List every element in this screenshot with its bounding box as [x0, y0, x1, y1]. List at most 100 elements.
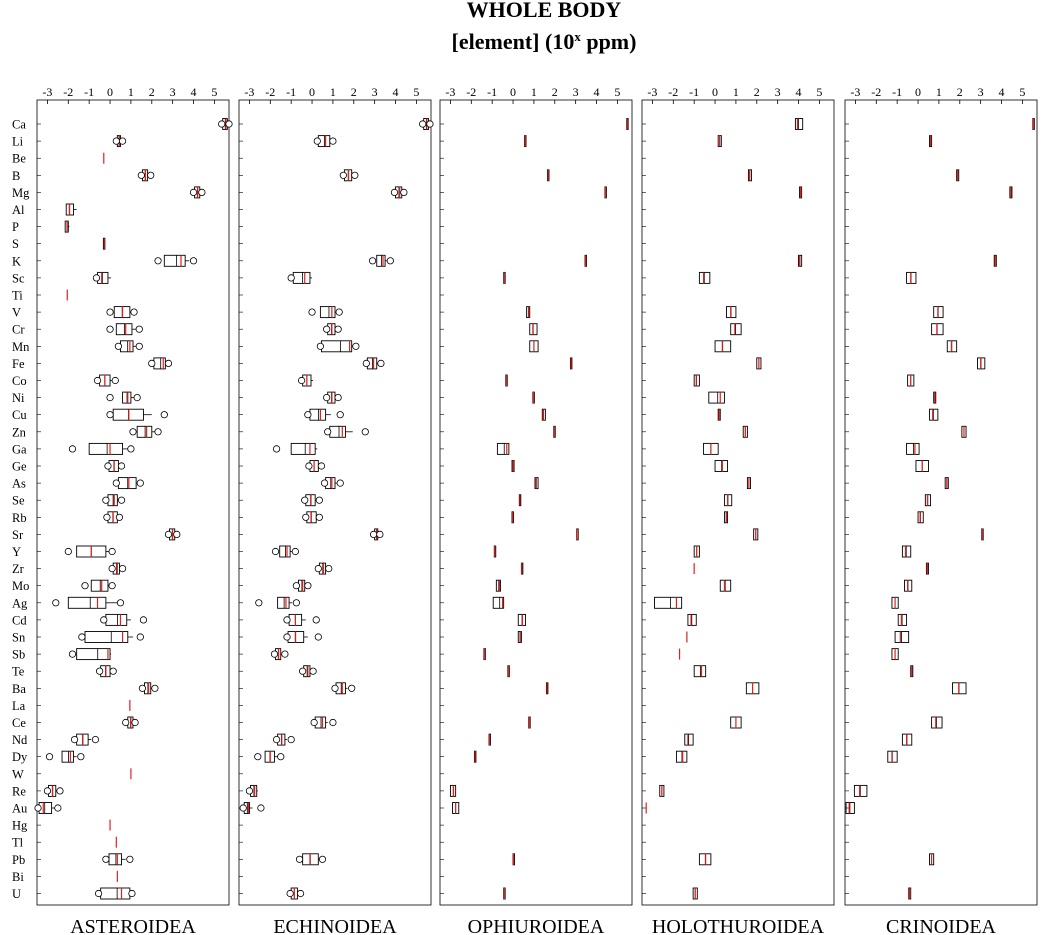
box-as: [944, 477, 949, 490]
outlier-point: [164, 359, 173, 367]
outlier-point: [104, 462, 112, 470]
box-fe: [362, 357, 385, 370]
box-iqr: [76, 648, 111, 661]
box-ca: [794, 118, 804, 130]
box-sc: [503, 271, 506, 284]
outlier-point: [93, 376, 102, 385]
box-ni: [708, 391, 725, 404]
box-p: [64, 220, 70, 233]
x-tick-label: 2: [754, 85, 760, 99]
box-au: [452, 802, 460, 814]
x-tick-label: 3: [372, 85, 378, 99]
box-cd: [283, 613, 320, 626]
element-label-ca: Ca: [12, 118, 26, 132]
element-label-ge: Ge: [12, 460, 27, 474]
x-tick-label: 4: [999, 85, 1005, 99]
box-cr: [529, 323, 538, 336]
outlier-point: [218, 120, 226, 128]
box-ge: [511, 460, 515, 472]
panel-frame: [439, 99, 633, 906]
x-tick-label: 3: [573, 85, 579, 99]
box-au: [845, 802, 855, 814]
outlier-point: [164, 530, 173, 539]
box-iqr: [88, 442, 124, 455]
box-pb: [512, 853, 515, 866]
box-dy: [675, 750, 688, 763]
x-tick-label: 3: [170, 85, 176, 99]
box-ge: [305, 460, 326, 472]
x-tick-label: 2: [351, 85, 357, 99]
box-re: [245, 784, 258, 797]
x-tick-label: 2: [149, 85, 155, 99]
outlier-point: [70, 735, 79, 744]
box-dy: [45, 750, 85, 763]
box-y: [693, 545, 700, 558]
outlier-point: [362, 359, 370, 367]
element-label-pb: Pb: [12, 853, 25, 867]
outlier-point: [323, 393, 331, 402]
outlier-point: [277, 753, 285, 761]
outlier-point: [173, 530, 181, 539]
box-dy: [254, 750, 285, 763]
box-sb: [68, 648, 112, 661]
box-b: [547, 169, 550, 182]
chart-title: WHOLE BODY: [467, 0, 622, 22]
box-zr: [925, 562, 929, 575]
outlier-point: [103, 513, 111, 521]
element-label-hg: Hg: [12, 819, 28, 833]
outlier-point: [77, 753, 85, 761]
box-iqr: [115, 323, 133, 336]
outlier-point: [291, 547, 299, 556]
outlier-point: [92, 274, 101, 282]
box-b: [747, 169, 753, 182]
box-li: [524, 135, 527, 148]
box-ce: [310, 716, 337, 729]
outlier-point: [281, 650, 289, 658]
box-iqr: [105, 613, 128, 626]
box-iqr: [61, 750, 74, 763]
box-mn: [946, 340, 958, 353]
x-tick-label: -2: [466, 85, 476, 99]
box-cu: [541, 408, 546, 421]
outlier-point: [109, 667, 117, 675]
box-mo: [719, 579, 732, 592]
outlier-point: [351, 171, 359, 179]
box-ba: [952, 682, 967, 695]
box-ca: [1032, 118, 1035, 130]
box-k: [993, 254, 997, 267]
box-mo: [81, 579, 116, 592]
box-mg: [1009, 186, 1013, 199]
outlier-point: [245, 787, 254, 795]
box-pb: [102, 853, 134, 866]
outlier-point: [352, 342, 360, 350]
box-iqr: [84, 631, 129, 643]
element-label-cd: Cd: [12, 613, 27, 627]
x-tick-label: -1: [689, 85, 699, 99]
outlier-point: [122, 718, 130, 727]
outlier-point: [136, 479, 144, 487]
x-tick-label: -2: [63, 85, 73, 99]
outlier-point: [254, 753, 262, 761]
box-nd: [901, 733, 913, 746]
panel-name-asteroidea: ASTEROIDEA: [70, 916, 196, 935]
outlier-point: [56, 787, 64, 795]
box-iqr: [292, 271, 311, 284]
box-u: [692, 887, 698, 900]
outlier-point: [117, 496, 126, 504]
box-re: [43, 784, 64, 797]
outlier-point: [283, 616, 291, 624]
x-tick-label: 1: [936, 85, 942, 99]
outlier-point: [400, 188, 408, 196]
element-label-ag: Ag: [12, 596, 28, 610]
x-tick-label: 0: [107, 85, 113, 99]
outlier-point: [108, 547, 116, 556]
outlier-point: [317, 462, 326, 470]
box-ni: [532, 391, 535, 404]
element-label-zr: Zr: [12, 562, 25, 576]
outlier-point: [339, 171, 347, 179]
box-sr: [164, 528, 181, 541]
outlier-point: [135, 325, 143, 333]
outlier-point: [54, 804, 62, 812]
x-tick-label: -3: [445, 85, 455, 99]
